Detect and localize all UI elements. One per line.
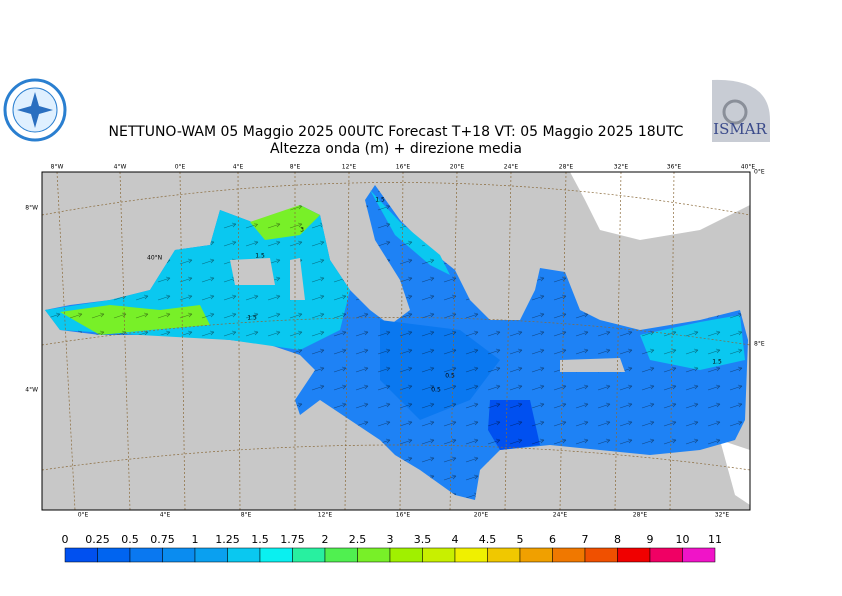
lon-label: 0°E — [78, 512, 89, 519]
lon-label: 20°E — [450, 164, 465, 171]
logo-right: ISMAR — [708, 78, 772, 142]
lon-label: 36°E — [667, 164, 682, 171]
colorbar-label: 1.25 — [215, 533, 240, 546]
colorbar-label: 4.5 — [479, 533, 497, 546]
colorbar-box — [649, 547, 683, 563]
lon-label: 16°E — [396, 512, 411, 519]
lat-label: 8°E — [754, 341, 765, 348]
lon-label: 4°W — [114, 164, 127, 171]
colorbar-label: 7 — [582, 533, 589, 546]
colorbar-label: 2.5 — [349, 533, 367, 546]
colorbar-box — [324, 547, 358, 563]
colorbar-box — [487, 547, 521, 563]
logo-text: ISMAR — [713, 120, 767, 138]
colorbar-label: 0.5 — [121, 533, 139, 546]
colorbar-label: 1 — [192, 533, 199, 546]
colorbar-label: 4 — [452, 533, 459, 546]
lat-label: 4°W — [25, 387, 38, 394]
contour-label: 3 — [300, 227, 304, 234]
lon-label: 4°E — [160, 512, 171, 519]
colorbar-box — [227, 547, 261, 563]
colorbar-box — [682, 547, 716, 563]
lon-label: 40°E — [741, 164, 756, 171]
colorbar-label: 5 — [517, 533, 524, 546]
colorbar-box — [454, 547, 488, 563]
lat-label: 40°N — [147, 255, 162, 262]
colorbar-label: 10 — [676, 533, 690, 546]
colorbar-label: 0.25 — [85, 533, 110, 546]
map — [42, 172, 750, 510]
colorbar-box — [194, 547, 228, 563]
lon-label: 16°E — [396, 164, 411, 171]
lon-label: 8°W — [51, 164, 64, 171]
lon-label: 20°E — [474, 512, 489, 519]
colorbar-label: 1.75 — [280, 533, 305, 546]
colorbar-label: 0.75 — [150, 533, 175, 546]
colorbar-box — [389, 547, 423, 563]
lon-label: 12°E — [318, 512, 333, 519]
colorbar-box — [292, 547, 326, 563]
lon-label: 0°E — [175, 164, 186, 171]
colorbar-box — [422, 547, 456, 563]
colorbar-box — [519, 547, 553, 563]
lon-label: 8°E — [290, 164, 301, 171]
colorbar-box — [97, 547, 131, 563]
lon-label: 12°E — [342, 164, 357, 171]
colorbar-label: 2 — [322, 533, 329, 546]
colorbar-box — [552, 547, 586, 563]
contour-label: 1.5 — [247, 315, 257, 322]
colorbar-box — [64, 547, 98, 563]
contour-label: 1.5 — [255, 253, 265, 260]
lon-label: 32°E — [614, 164, 629, 171]
contour-label: 1.5 — [375, 197, 385, 204]
subtitle: Altezza onda (m) + direzione media — [270, 141, 522, 157]
colorbar-box — [357, 547, 391, 563]
lon-label: 24°E — [504, 164, 519, 171]
colorbar-box — [259, 547, 293, 563]
lon-label: 8°E — [241, 512, 252, 519]
lon-label: 28°E — [559, 164, 574, 171]
lon-label: 24°E — [553, 512, 568, 519]
contour-label: 0.5 — [431, 387, 441, 394]
colorbar-label: 1.5 — [251, 533, 269, 546]
colorbar-label: 3 — [387, 533, 394, 546]
contour-label: 1.5 — [712, 359, 722, 366]
labels: 8°W 4°W 0°E 4°E 8°E 12°E 16°E 20°E 24°E 28°E 32°E 3… — [25, 164, 765, 519]
lon-label: 32°E — [715, 512, 730, 519]
colorbar-box — [617, 547, 651, 563]
lon-label: 4°E — [233, 164, 244, 171]
colorbar-label: 0 — [62, 533, 69, 546]
colorbar-label: 6 — [549, 533, 556, 546]
colorbar-box — [129, 547, 163, 563]
colorbar: 0 0.25 0.5 0.75 1 1.25 1.5 1.75 2 2.5 3 3.5 4 4.5 5 6 7 8… — [62, 533, 722, 563]
colorbar-label: 8 — [614, 533, 621, 546]
logo-left — [3, 78, 67, 142]
map-frame — [41, 171, 751, 511]
colorbar-box — [584, 547, 618, 563]
colorbar-label: 3.5 — [414, 533, 432, 546]
colorbar-label: 9 — [647, 533, 654, 546]
contour-label: 0.5 — [445, 373, 455, 380]
colorbar-box — [162, 547, 196, 563]
colorbar-label: 11 — [708, 533, 722, 546]
title: NETTUNO-WAM 05 Maggio 2025 00UTC Forecas… — [109, 124, 684, 140]
lon-label: 28°E — [633, 512, 648, 519]
lat-label: 0°E — [754, 169, 765, 176]
lat-label: 8°W — [25, 205, 38, 212]
